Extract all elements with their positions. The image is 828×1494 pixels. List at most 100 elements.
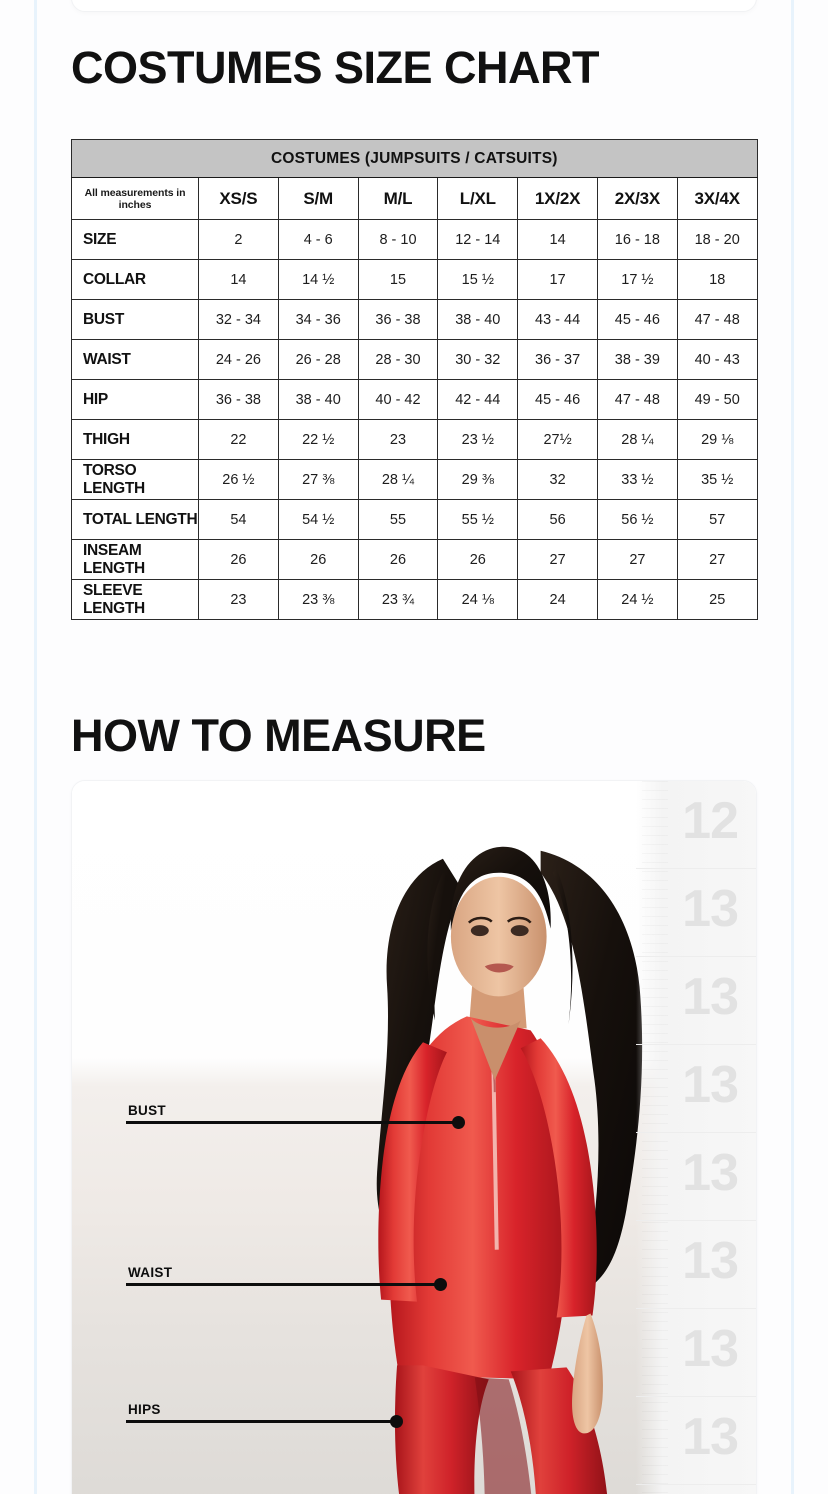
row-header-inseam-length: INSEAM LENGTH <box>71 539 199 580</box>
cell-collar-s-m: 14 ½ <box>277 259 359 300</box>
ruler-segment <box>636 1309 756 1397</box>
cell-total-length-l-xl: 55 ½ <box>437 499 519 540</box>
table-row: THIGH 22 22 ½ 23 23 ½ 27½ 28 ¼ 29 ⅛ <box>71 419 758 460</box>
ruler-number: 13 <box>682 1144 739 1202</box>
cell-size-xs-s: 2 <box>198 219 279 260</box>
cell-size-3x-4x: 18 - 20 <box>676 219 758 260</box>
cell-torso-length-1x-2x: 32 <box>517 459 598 500</box>
callout-label-hips: HIPS <box>128 1402 161 1417</box>
cell-size-1x-2x: 14 <box>517 219 598 260</box>
cell-sleeve-length-1x-2x: 24 <box>517 579 598 620</box>
ruler-number: 13 <box>682 1408 739 1466</box>
callout-leader-line <box>126 1121 456 1124</box>
row-header-torso-length: TORSO LENGTH <box>71 459 199 500</box>
row-header-size: SIZE <box>71 219 199 260</box>
cell-total-length-m-l: 55 <box>357 499 439 540</box>
column-header-3x-4x: 3X/4X <box>676 177 758 220</box>
cell-total-length-3x-4x: 57 <box>676 499 758 540</box>
right-edge-rule <box>791 0 794 1494</box>
ruler-number: 13 <box>682 968 739 1026</box>
callout-waist: WAIST <box>126 1258 452 1292</box>
ruler-number: 13 <box>682 1232 739 1290</box>
table-caption: COSTUMES (JUMPSUITS / CATSUITS) <box>71 139 758 178</box>
page-title-costumes-size-chart: COSTUMES SIZE CHART <box>71 42 600 93</box>
cell-hip-l-xl: 42 - 44 <box>437 379 519 420</box>
cell-size-l-xl: 12 - 14 <box>437 219 519 260</box>
cell-sleeve-length-m-l: 23 ¾ <box>357 579 439 620</box>
previous-card-stub <box>71 0 757 12</box>
cell-waist-xs-s: 24 - 26 <box>198 339 279 380</box>
ruler-number: 13 <box>682 1320 739 1378</box>
ruler-number: 13 <box>682 880 739 938</box>
cell-sleeve-length-2x-3x: 24 ½ <box>596 579 678 620</box>
cell-collar-3x-4x: 18 <box>676 259 758 300</box>
table-row: HIP 36 - 38 38 - 40 40 - 42 42 - 44 45 - 46 47… <box>71 379 758 420</box>
cell-waist-1x-2x: 36 - 37 <box>517 339 598 380</box>
ruler-segment <box>636 1221 756 1309</box>
cell-collar-l-xl: 15 ½ <box>437 259 519 300</box>
row-header-hip: HIP <box>71 379 199 420</box>
cell-hip-1x-2x: 45 - 46 <box>517 379 598 420</box>
row-header-thigh: THIGH <box>71 419 199 460</box>
cell-total-length-2x-3x: 56 ½ <box>596 499 678 540</box>
cell-collar-2x-3x: 17 ½ <box>596 259 678 300</box>
callout-label-bust: BUST <box>128 1103 166 1118</box>
cell-inseam-length-xs-s: 26 <box>198 539 279 580</box>
cell-waist-s-m: 26 - 28 <box>277 339 359 380</box>
cell-inseam-length-m-l: 26 <box>357 539 439 580</box>
cell-collar-xs-s: 14 <box>198 259 279 300</box>
ruler-segment <box>636 957 756 1045</box>
cell-sleeve-length-3x-4x: 25 <box>676 579 758 620</box>
cell-hip-2x-3x: 47 - 48 <box>596 379 678 420</box>
ruler-segment <box>636 1397 756 1485</box>
cell-bust-2x-3x: 45 - 46 <box>596 299 678 340</box>
cell-inseam-length-s-m: 26 <box>277 539 359 580</box>
cell-torso-length-xs-s: 26 ½ <box>198 459 279 500</box>
column-header-s-m: S/M <box>277 177 359 220</box>
cell-hip-xs-s: 36 - 38 <box>198 379 279 420</box>
cell-hip-m-l: 40 - 42 <box>357 379 439 420</box>
how-to-measure-card: 121313131313131313 <box>71 780 757 1494</box>
callout-label-waist: WAIST <box>128 1265 173 1280</box>
cell-thigh-m-l: 23 <box>357 419 439 460</box>
cell-waist-2x-3x: 38 - 39 <box>596 339 678 380</box>
cell-inseam-length-3x-4x: 27 <box>676 539 758 580</box>
cell-size-m-l: 8 - 10 <box>357 219 439 260</box>
ruler-segment <box>636 781 756 869</box>
page-title-how-to-measure: HOW TO MEASURE <box>71 710 486 761</box>
callout-hips: HIPS <box>126 1395 408 1429</box>
row-header-bust: BUST <box>71 299 199 340</box>
ruler-segment <box>636 1485 756 1494</box>
ruler-segment <box>636 1045 756 1133</box>
table-caption-row: COSTUMES (JUMPSUITS / CATSUITS) <box>71 139 758 178</box>
cell-total-length-s-m: 54 ½ <box>277 499 359 540</box>
ruler-number: 13 <box>682 1056 739 1114</box>
model-in-red-catsuit-illustration <box>376 846 643 1494</box>
cell-total-length-1x-2x: 56 <box>517 499 598 540</box>
cell-sleeve-length-s-m: 23 ⅜ <box>277 579 359 620</box>
cell-waist-3x-4x: 40 - 43 <box>676 339 758 380</box>
cell-size-s-m: 4 - 6 <box>277 219 359 260</box>
left-edge-rule <box>34 0 37 1494</box>
measurements-unit-note: All measurements in inches <box>71 177 199 220</box>
cell-torso-length-m-l: 28 ¼ <box>357 459 439 500</box>
ruler-ticks <box>642 781 668 1494</box>
row-header-sleeve-length: SLEEVE LENGTH <box>71 579 199 620</box>
cell-collar-1x-2x: 17 <box>517 259 598 300</box>
row-header-total-length: TOTAL LENGTH <box>71 499 199 540</box>
cell-thigh-3x-4x: 29 ⅛ <box>676 419 758 460</box>
cell-thigh-1x-2x: 27½ <box>517 419 598 460</box>
cell-torso-length-s-m: 27 ⅜ <box>277 459 359 500</box>
cell-hip-3x-4x: 49 - 50 <box>676 379 758 420</box>
cell-inseam-length-1x-2x: 27 <box>517 539 598 580</box>
cell-torso-length-3x-4x: 35 ½ <box>676 459 758 500</box>
costumes-size-table: COSTUMES (JUMPSUITS / CATSUITS) All meas… <box>71 139 758 620</box>
cell-sleeve-length-l-xl: 24 ⅛ <box>437 579 519 620</box>
tape-measure-ruler: 121313131313131313 <box>636 781 756 1494</box>
row-header-waist: WAIST <box>71 339 199 380</box>
cell-inseam-length-2x-3x: 27 <box>596 539 678 580</box>
cell-waist-l-xl: 30 - 32 <box>437 339 519 380</box>
cell-torso-length-2x-3x: 33 ½ <box>596 459 678 500</box>
